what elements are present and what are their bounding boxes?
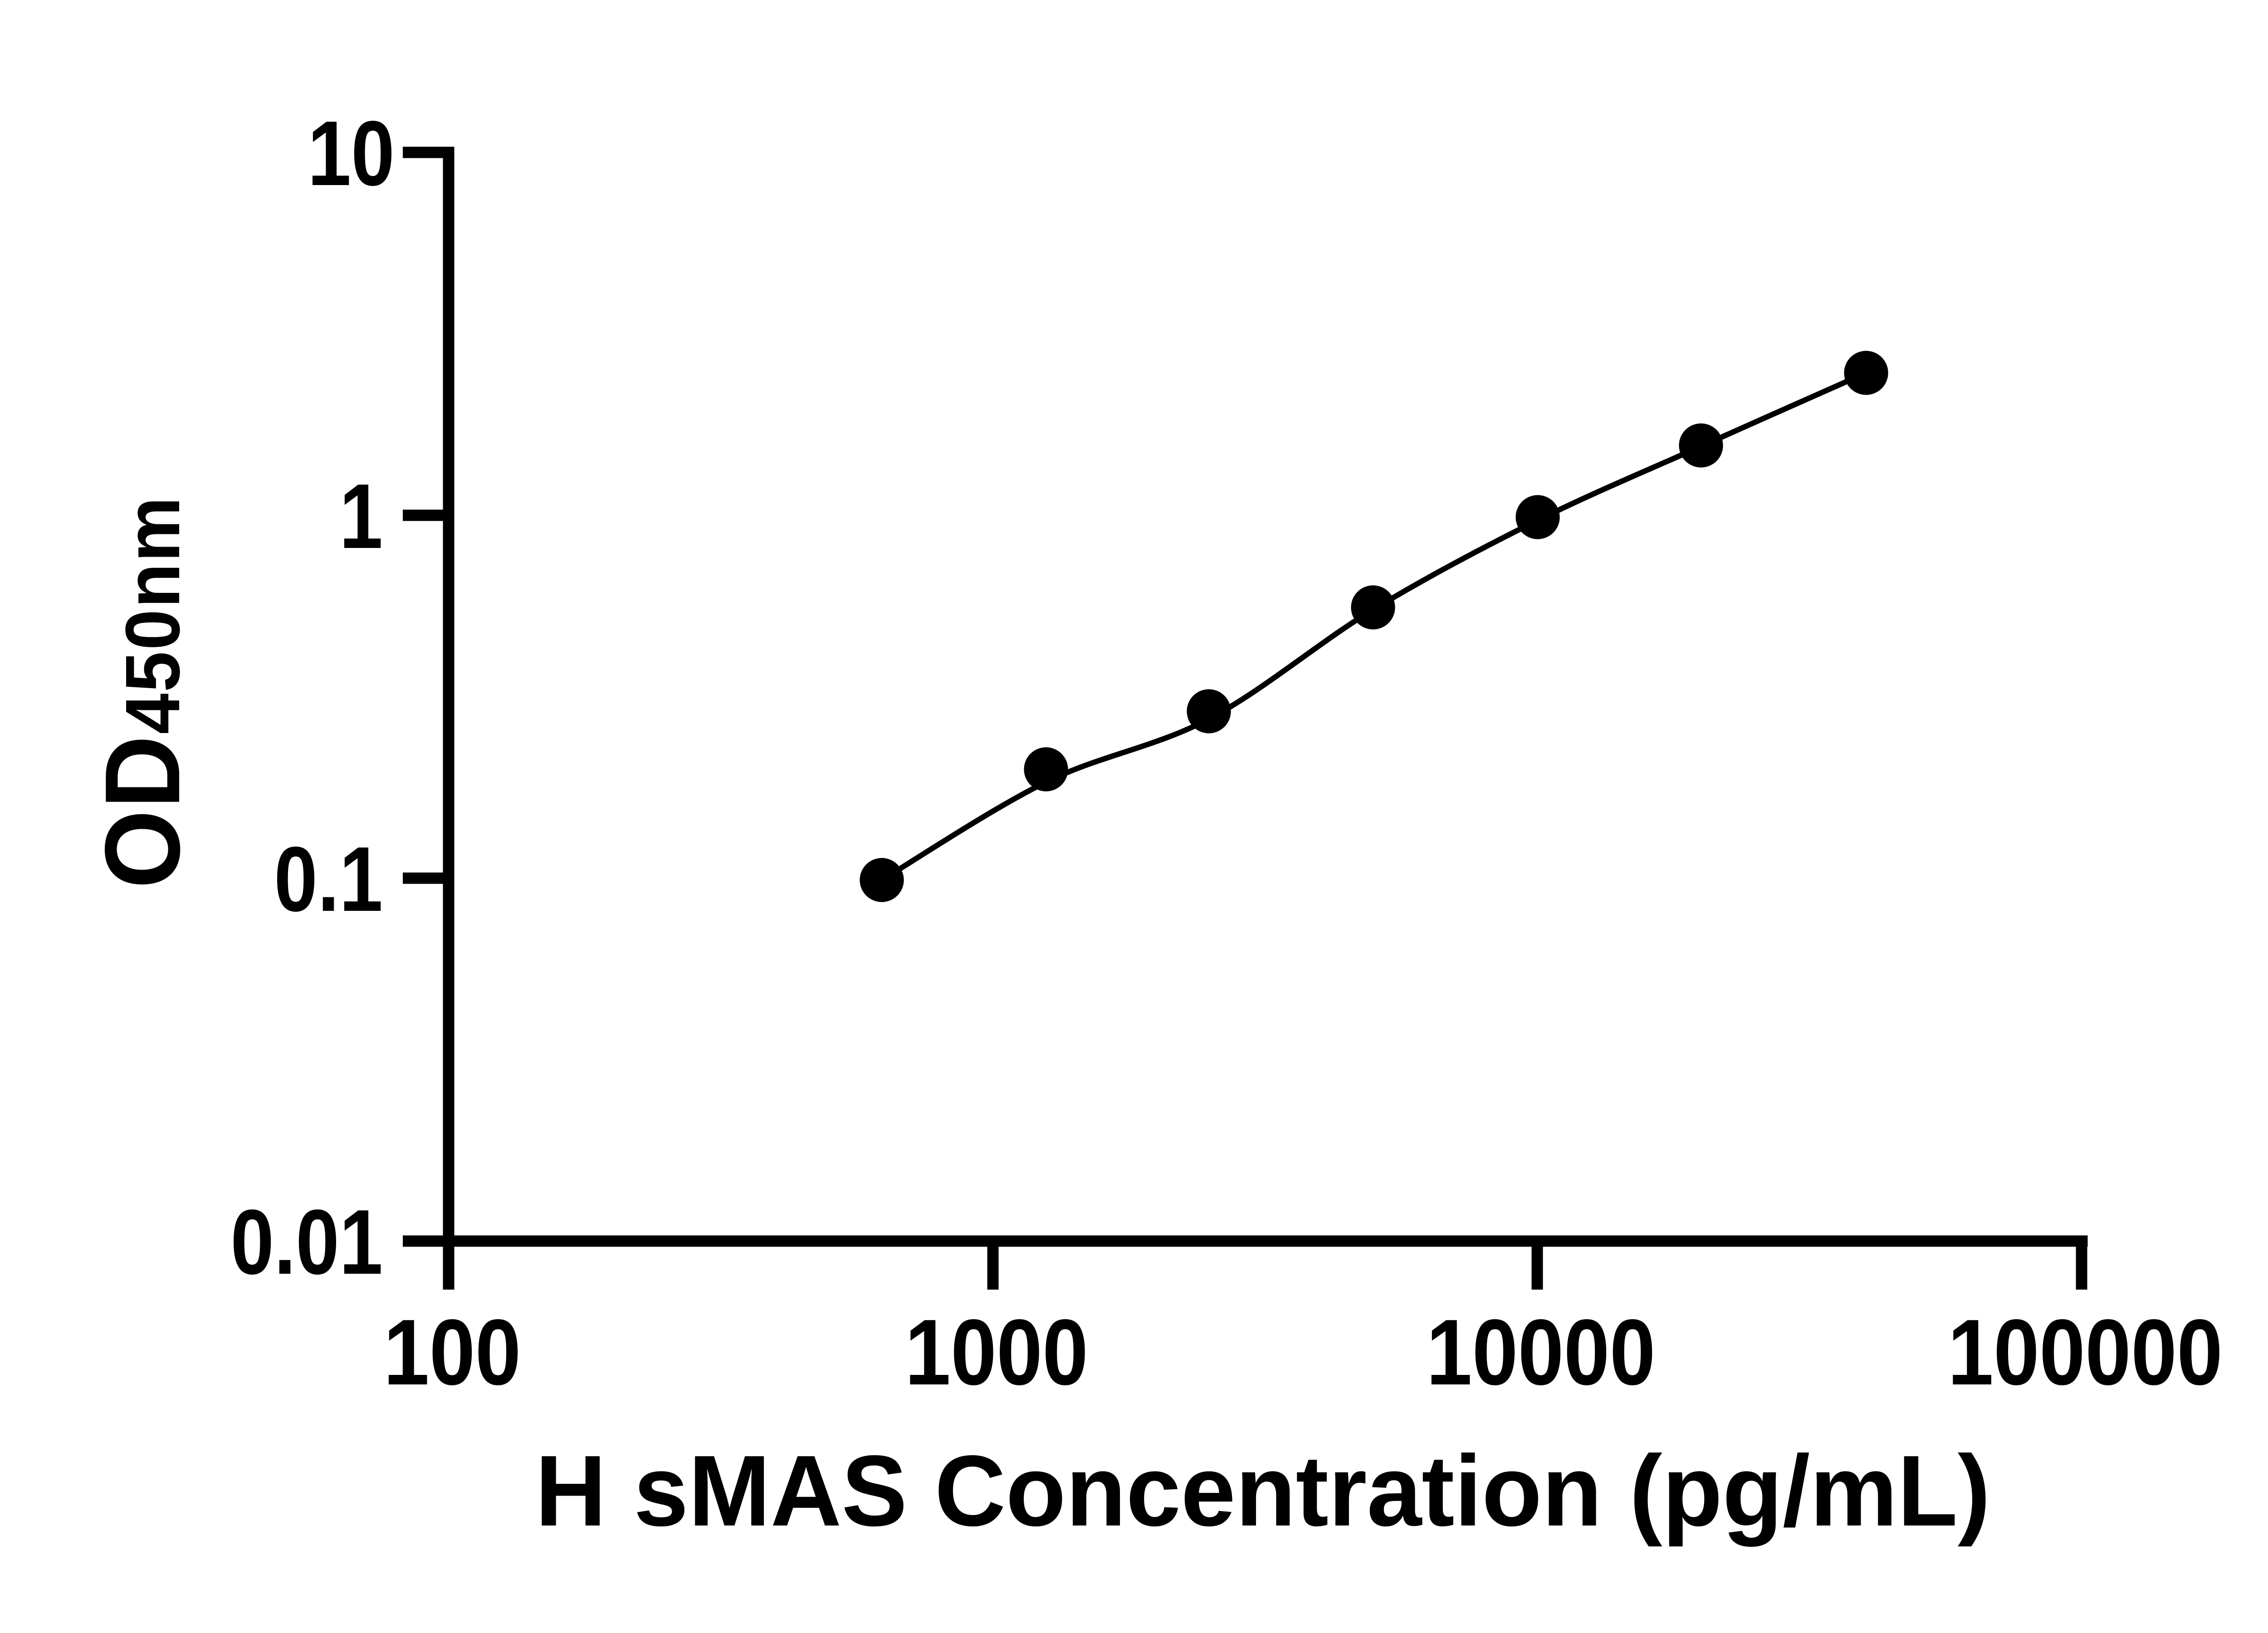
svg-text:1: 1 <box>339 464 383 567</box>
svg-text:0.01: 0.01 <box>230 1190 383 1293</box>
svg-text:10: 10 <box>308 102 395 205</box>
svg-text:0.1: 0.1 <box>274 827 383 930</box>
svg-text:H sMAS Concentration (pg/mL): H sMAS Concentration (pg/mL) <box>535 1434 1990 1547</box>
svg-text:OD450nm: OD450nm <box>83 496 202 889</box>
svg-text:10000: 10000 <box>1426 1300 1655 1404</box>
svg-text:100: 100 <box>383 1300 521 1404</box>
svg-text:1000: 1000 <box>905 1300 1088 1404</box>
svg-text:100000: 100000 <box>1948 1300 2223 1404</box>
